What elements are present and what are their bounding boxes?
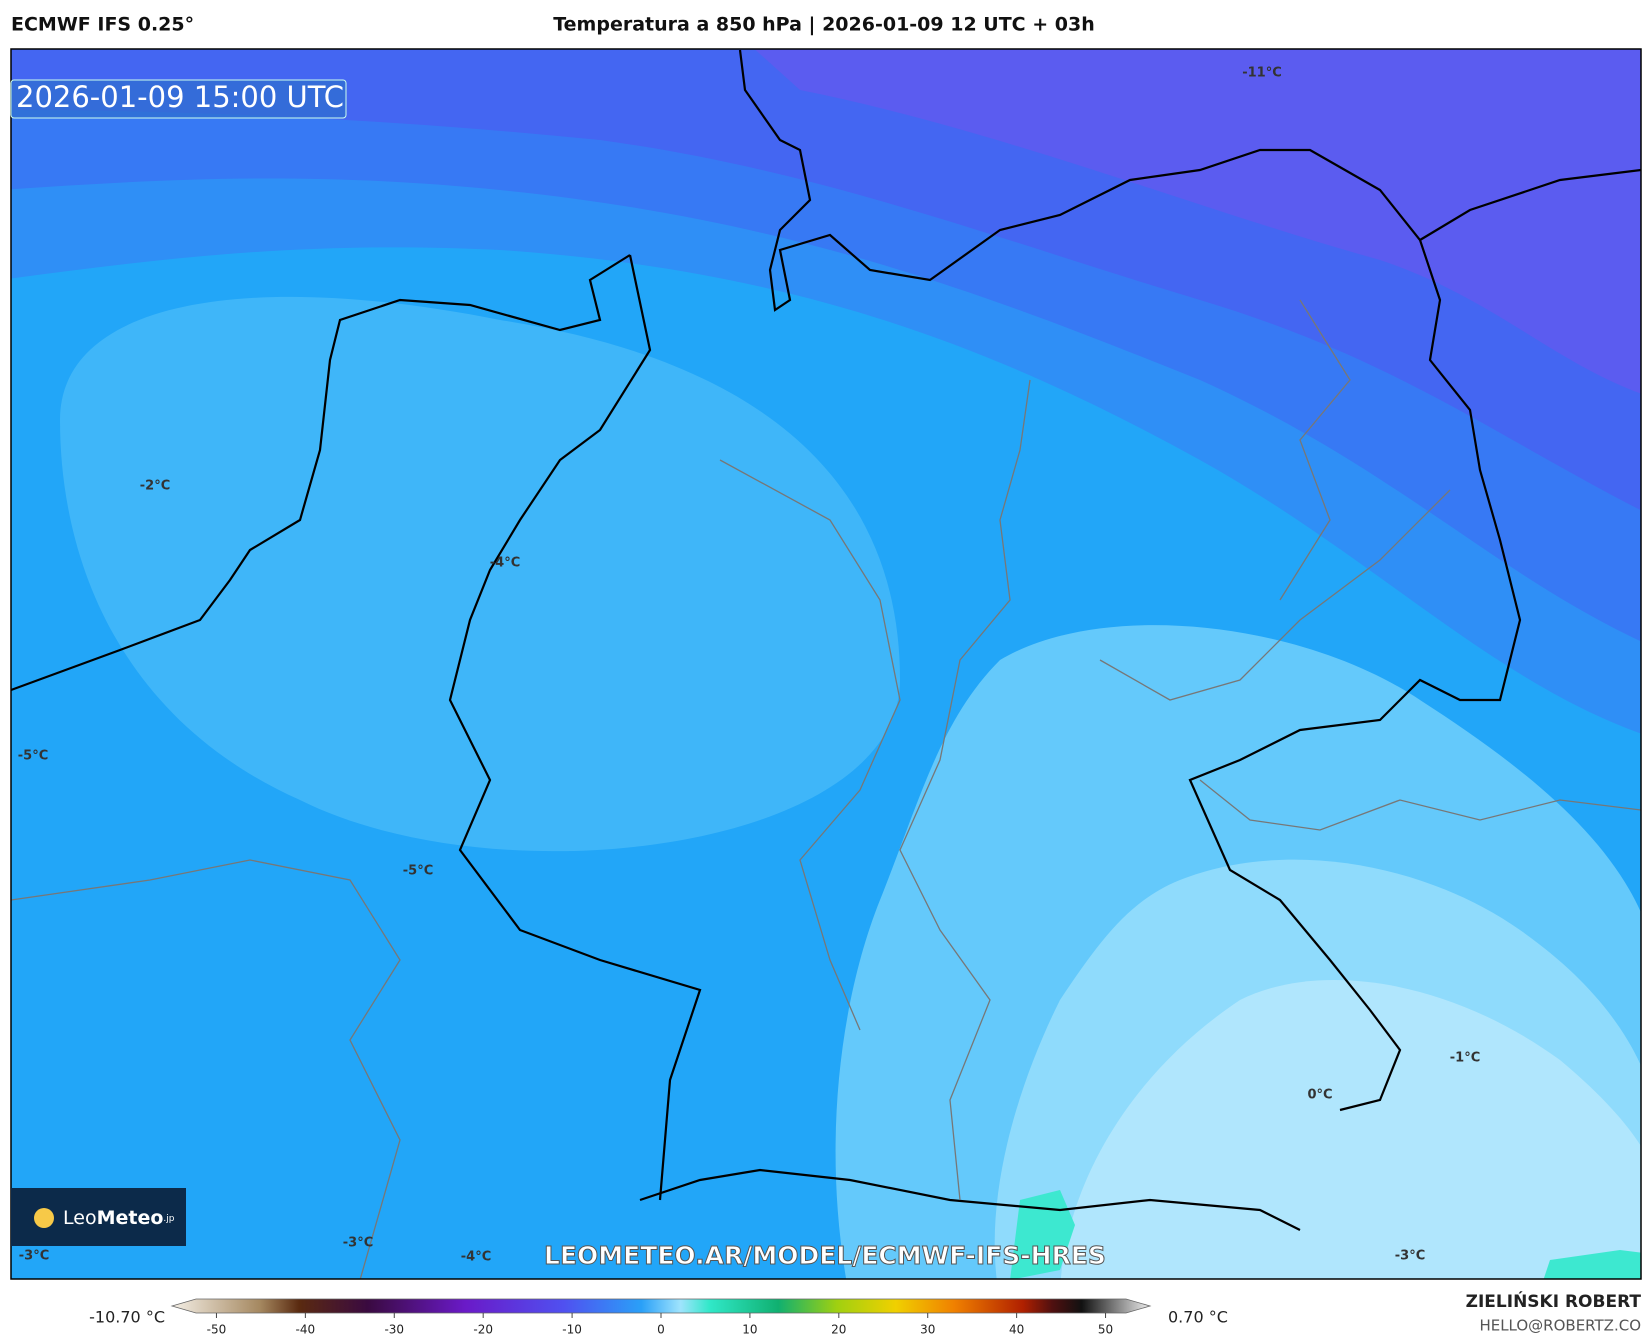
colorbar-max: 0.70 °C <box>1168 1308 1228 1327</box>
contour-label: -4°C <box>490 556 520 571</box>
borders <box>11 299 1641 1279</box>
time-box <box>10 79 347 119</box>
colorbar-tick-label: -30 <box>384 1323 404 1337</box>
contour-label: 0°C <box>1307 1088 1332 1103</box>
colorbar-tick-label: -10 <box>562 1323 582 1337</box>
coastlines <box>11 49 1641 1231</box>
contour-label: -3°C <box>19 1249 49 1264</box>
contact: HELLO@ROBERTZ.CO <box>1479 1317 1641 1335</box>
colorbar-tick-label: -40 <box>296 1323 316 1337</box>
contour-labels: -11°C -2°C -4°C -5°C -5°C -3°C -3°C -4°C -1°C 0°C… <box>18 66 1480 1265</box>
colorbar-tick-label: 30 <box>920 1323 935 1337</box>
contour-label: -5°C <box>403 864 433 879</box>
contour-label: -4°C <box>461 1250 491 1265</box>
logo-sun <box>34 1208 54 1228</box>
map-field <box>11 49 1641 1279</box>
colorbar-tick-label: -20 <box>473 1323 493 1337</box>
colorbar-min: -10.70 °C <box>89 1308 165 1327</box>
map-title: Temperatura a 850 hPa | 2026-01-09 12 UT… <box>553 14 1095 36</box>
contour-label: -2°C <box>140 479 170 494</box>
colorbar-tick-label: 10 <box>742 1323 757 1337</box>
contour-label: -3°C <box>343 1236 373 1251</box>
logo-text: LeoMeteo.jp <box>63 1207 175 1229</box>
colorbar-tick-label: -50 <box>207 1323 227 1337</box>
contour-label: -3°C <box>1395 1249 1425 1264</box>
valid-time: 2026-01-09 15:00 UTC <box>16 80 344 114</box>
contour-label: -11°C <box>1242 66 1282 81</box>
colorbar-ticks: -50 -40 -30 -20 -10 0 10 20 30 40 50 <box>207 1313 1113 1337</box>
author: ZIELIŃSKI ROBERT <box>1466 1290 1642 1312</box>
colorbar-tick-label: 40 <box>1009 1323 1024 1337</box>
colorbar-tick-label: 50 <box>1098 1323 1113 1337</box>
contour-label: -5°C <box>18 749 48 764</box>
map-frame <box>10 48 1642 1280</box>
colorbar-tick-label: 20 <box>831 1323 846 1337</box>
colorbar-tick-label: 0 <box>657 1323 665 1337</box>
watermark: LEOMETEO.AR/MODEL/ECMWF-IFS-HRES <box>544 1241 1106 1270</box>
colorbar <box>170 1298 1152 1314</box>
contour-label: -1°C <box>1450 1051 1480 1066</box>
model-name: ECMWF IFS 0.25° <box>11 14 194 36</box>
